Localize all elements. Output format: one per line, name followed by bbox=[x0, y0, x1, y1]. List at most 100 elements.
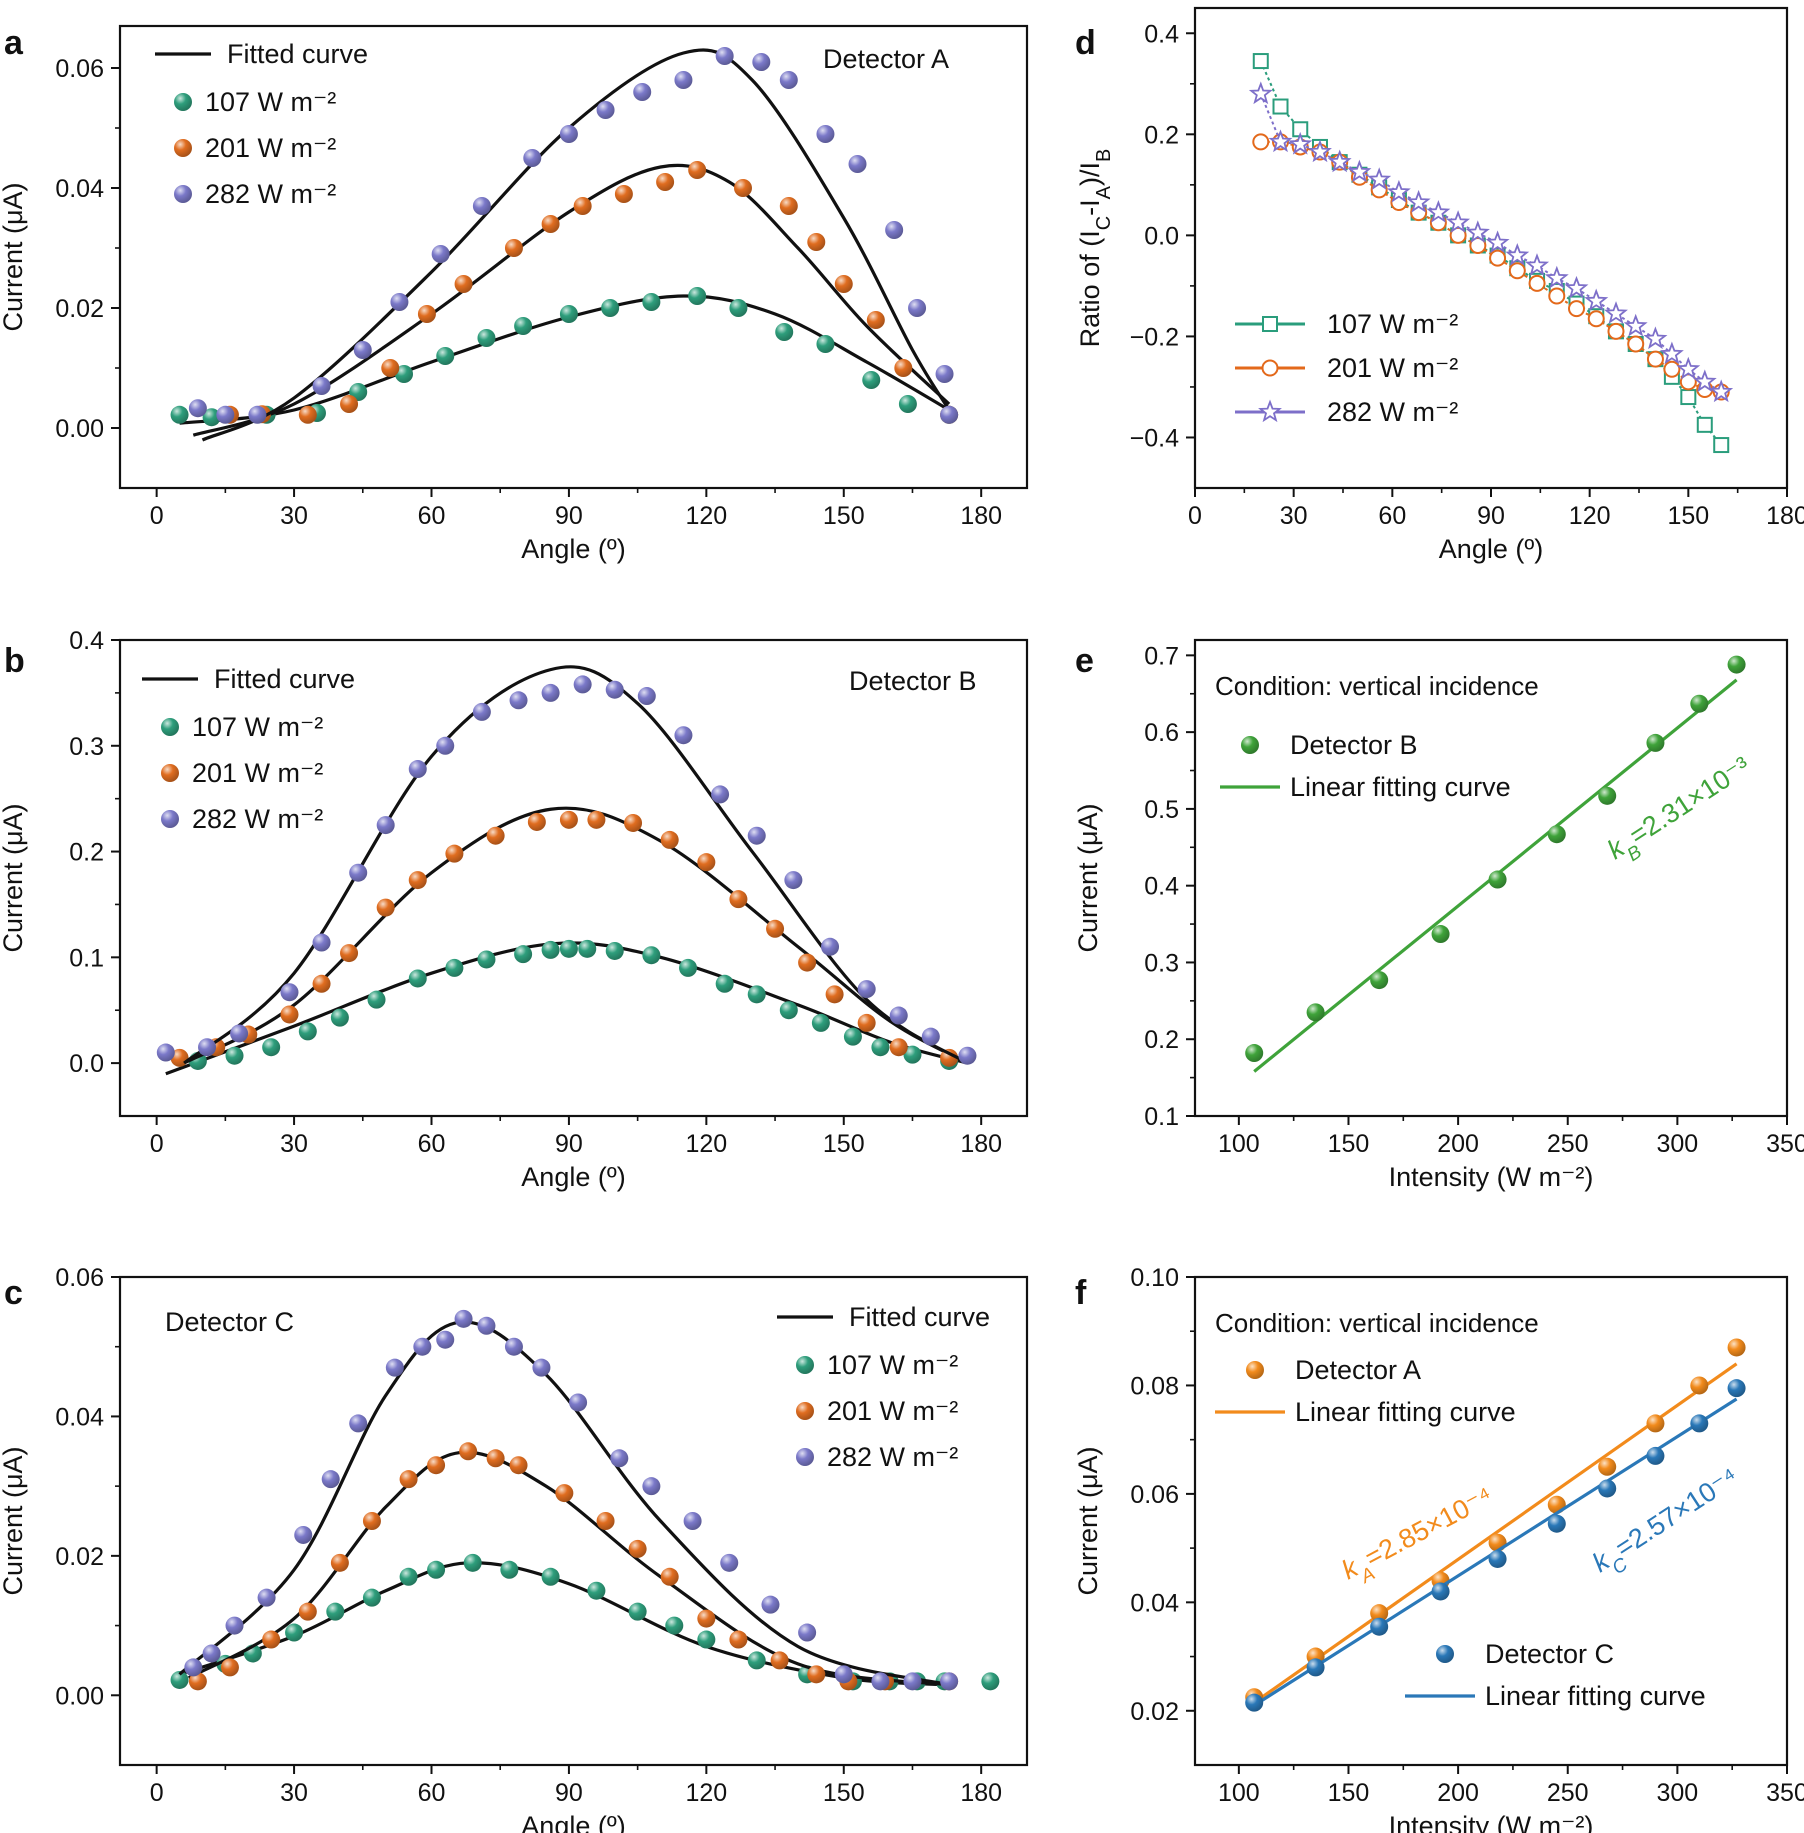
data-point bbox=[559, 939, 578, 958]
data-point bbox=[1676, 356, 1701, 380]
x-tick-label: 150 bbox=[823, 1130, 865, 1158]
data-point bbox=[1347, 159, 1372, 183]
y-label-part: -I bbox=[1075, 199, 1105, 216]
x-tick-label: 120 bbox=[685, 502, 727, 530]
x-tick-label: 150 bbox=[1328, 1130, 1370, 1158]
y-label-subscript: A bbox=[1093, 185, 1115, 199]
condition-annotation: Condition: vertical incidence bbox=[1215, 671, 1539, 701]
data-point bbox=[1690, 1376, 1709, 1395]
data-point bbox=[715, 974, 734, 993]
y-tick-label: 0.0 bbox=[1144, 222, 1179, 250]
series-201-w-m- bbox=[1252, 133, 1730, 401]
legend-marker bbox=[796, 1356, 814, 1374]
data-point bbox=[1505, 243, 1530, 266]
x-axis-label: Angle (º) bbox=[521, 1811, 625, 1833]
data-point bbox=[436, 347, 455, 365]
data-point bbox=[775, 323, 794, 341]
data-point bbox=[486, 1449, 505, 1468]
data-point bbox=[248, 405, 267, 424]
x-tick-label: 300 bbox=[1657, 1130, 1699, 1158]
x-tick-label: 300 bbox=[1657, 1779, 1699, 1807]
data-point bbox=[353, 341, 372, 359]
data-point bbox=[1306, 1003, 1325, 1022]
data-point bbox=[656, 173, 675, 191]
data-point bbox=[1488, 870, 1507, 889]
plot-frame bbox=[1193, 1275, 1789, 1767]
series-107-w-m- bbox=[165, 939, 968, 1076]
data-point bbox=[472, 702, 491, 721]
y-label-subscript: B bbox=[1093, 149, 1115, 162]
data-point bbox=[1548, 287, 1566, 305]
legend-marker bbox=[796, 1448, 814, 1466]
data-point bbox=[747, 826, 766, 845]
data-point bbox=[1525, 253, 1550, 276]
panel-letter-a: a bbox=[4, 24, 24, 62]
data-point bbox=[1431, 925, 1450, 944]
data-point bbox=[1248, 81, 1273, 105]
x-tick-label: 150 bbox=[1667, 502, 1709, 530]
y-tick-label: 0.7 bbox=[1144, 642, 1179, 670]
data-point bbox=[349, 863, 368, 882]
data-point bbox=[816, 335, 835, 353]
x-axis-label: Angle (º) bbox=[521, 534, 625, 564]
detector-title: Detector C bbox=[165, 1307, 294, 1337]
data-point bbox=[665, 1616, 684, 1635]
panel-letter-f: f bbox=[1075, 1274, 1087, 1312]
data-point bbox=[1489, 249, 1507, 267]
legend-marker bbox=[1262, 316, 1278, 332]
y-tick-label: 0.02 bbox=[55, 1543, 104, 1571]
y-tick-label: −0.2 bbox=[1130, 323, 1179, 351]
x-tick-label: 350 bbox=[1766, 1130, 1804, 1158]
panel-d: d 0 30 60 90 120 150 180 −0.4 −0.2 0.0 0.2 0.4 Angle … bbox=[1075, 6, 1804, 564]
data-point bbox=[312, 974, 331, 993]
data-point bbox=[871, 1672, 890, 1691]
data-point bbox=[1692, 369, 1717, 393]
data-point bbox=[958, 1046, 977, 1065]
data-point bbox=[921, 1027, 940, 1046]
data-point bbox=[559, 810, 578, 829]
data-point bbox=[225, 1046, 244, 1065]
data-point bbox=[578, 939, 597, 958]
data-point bbox=[399, 1567, 418, 1586]
data-point bbox=[216, 405, 235, 424]
data-point bbox=[184, 1658, 203, 1677]
data-point bbox=[605, 941, 624, 960]
data-point bbox=[220, 1658, 239, 1677]
condition-annotation: Condition: vertical incidence bbox=[1215, 1308, 1539, 1338]
y-tick-label: 0.06 bbox=[55, 55, 104, 83]
data-point bbox=[628, 1602, 647, 1621]
x-tick-label: 90 bbox=[555, 1779, 583, 1807]
data-point bbox=[349, 1414, 368, 1433]
x-tick-label: 100 bbox=[1218, 1779, 1260, 1807]
y-axis-label: Ratio of (IC-IA)/IB bbox=[1075, 149, 1115, 348]
data-point bbox=[1406, 189, 1431, 213]
y-tick-label: 0.2 bbox=[69, 839, 104, 867]
y-tick-label: 0.3 bbox=[69, 733, 104, 761]
data-point bbox=[541, 683, 560, 702]
data-point bbox=[1245, 1693, 1264, 1712]
data-point bbox=[1327, 149, 1352, 173]
data-point bbox=[903, 1045, 922, 1064]
data-point bbox=[729, 299, 748, 317]
x-tick-label: 0 bbox=[150, 1779, 164, 1807]
data-point bbox=[362, 1588, 381, 1607]
x-tick-label: 60 bbox=[418, 1779, 446, 1807]
data-point bbox=[1431, 1582, 1450, 1601]
data-point bbox=[225, 1616, 244, 1635]
x-tick-label: 90 bbox=[555, 502, 583, 530]
data-point bbox=[642, 293, 661, 311]
x-tick-label: 200 bbox=[1437, 1130, 1479, 1158]
y-tick-label: 0.04 bbox=[1130, 1589, 1179, 1617]
data-point bbox=[454, 1309, 473, 1328]
y-tick-label: 0.6 bbox=[1144, 719, 1179, 747]
data-point bbox=[715, 47, 734, 65]
plot-area bbox=[1245, 1338, 1746, 1712]
x-tick-label: 30 bbox=[280, 1779, 308, 1807]
data-point bbox=[312, 933, 331, 952]
data-point bbox=[660, 830, 679, 849]
data-point bbox=[683, 1512, 702, 1530]
data-point bbox=[509, 691, 528, 710]
data-point bbox=[885, 221, 904, 239]
data-point bbox=[395, 365, 414, 383]
data-point bbox=[298, 1022, 317, 1041]
